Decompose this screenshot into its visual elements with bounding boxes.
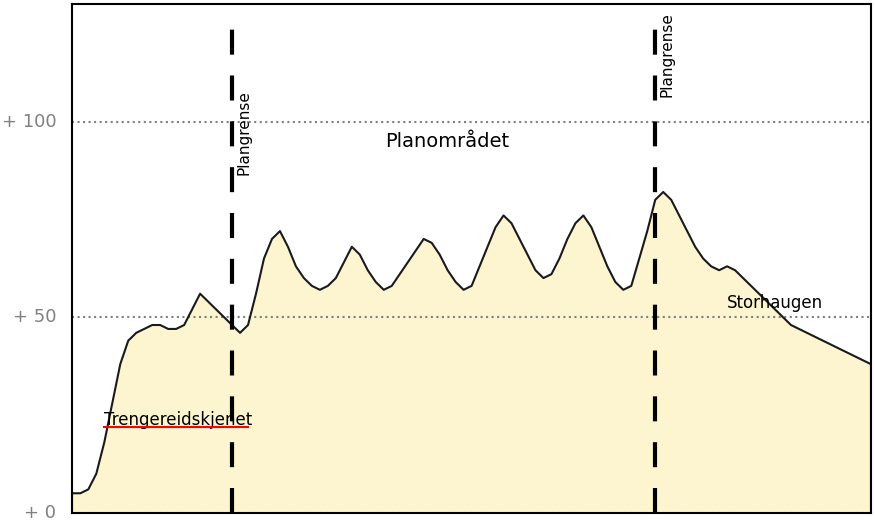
Text: Plangrense: Plangrense: [236, 90, 251, 175]
Text: Storhaugen: Storhaugen: [727, 294, 823, 312]
Text: Planområdet: Planområdet: [386, 132, 510, 150]
Text: + 100: + 100: [2, 113, 56, 130]
Text: + 50: + 50: [13, 308, 56, 326]
Text: Plangrense: Plangrense: [659, 12, 675, 97]
Text: Trengereidskjenet: Trengereidskjenet: [104, 411, 253, 429]
Text: + 0: + 0: [24, 504, 56, 522]
